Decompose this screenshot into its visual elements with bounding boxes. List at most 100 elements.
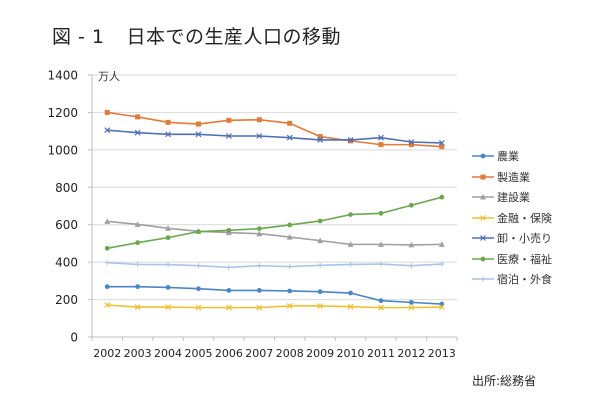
data-point	[226, 227, 232, 233]
data-point	[317, 218, 323, 224]
title-text: 日本での生産人口の移動	[126, 26, 342, 48]
legend-swatch	[472, 256, 494, 262]
y-axis-unit-label: 万人	[98, 70, 120, 83]
x-tick-label: 2005	[184, 347, 212, 360]
data-point	[317, 289, 323, 295]
data-point	[480, 235, 486, 242]
x-tick-label: 2002	[93, 347, 121, 360]
legend-label: 医療・福祉	[497, 252, 552, 266]
data-point	[480, 174, 486, 180]
data-point	[438, 241, 445, 247]
data-point	[226, 264, 232, 270]
data-point	[256, 304, 263, 311]
series-line	[107, 285, 442, 305]
x-tick-label: 2006	[215, 347, 243, 360]
series-line	[107, 261, 442, 269]
data-point	[348, 212, 353, 218]
series-4	[104, 302, 445, 311]
legend-label: 宿泊・外食	[497, 273, 552, 287]
data-point	[134, 129, 141, 136]
data-point	[165, 285, 171, 290]
y-tick-label: 0	[70, 331, 78, 345]
data-point	[480, 153, 486, 159]
data-point	[104, 218, 111, 224]
legend-swatch	[472, 235, 494, 242]
x-tick-labels: 2002 2003 2004 2005 2006 2007 2008 2009 2010 2011…	[93, 347, 456, 360]
data-point	[408, 299, 414, 305]
x-tick-label: 2007	[245, 347, 273, 360]
data-point	[317, 134, 323, 140]
data-point	[135, 114, 141, 120]
data-point	[165, 304, 171, 310]
data-point	[408, 202, 414, 208]
data-point	[317, 303, 324, 309]
series-3	[104, 218, 445, 248]
legend: 農業 製造業 建設業 金融・保険 卸・小売り 医療・福祉 宿泊・外食	[472, 146, 552, 290]
data-point	[287, 288, 293, 294]
legend-item: 医療・福祉	[472, 249, 552, 270]
legend-swatch	[472, 214, 494, 221]
data-point	[378, 304, 384, 311]
data-point	[287, 222, 293, 228]
series-line	[107, 111, 442, 148]
data-point	[196, 286, 201, 292]
data-point	[134, 304, 141, 310]
x-tick-label: 2013	[428, 347, 456, 360]
data-point	[165, 119, 171, 125]
y-tick-label: 800	[55, 181, 78, 195]
data-point	[134, 221, 141, 227]
data-point	[165, 235, 171, 241]
x-tick-label: 2009	[306, 347, 334, 360]
data-point	[347, 303, 354, 310]
legend-swatch	[472, 194, 494, 200]
data-point	[226, 288, 232, 293]
data-point	[195, 304, 202, 311]
axes	[88, 74, 458, 341]
data-point	[165, 225, 172, 231]
legend-swatch	[472, 276, 494, 282]
legend-swatch	[472, 174, 494, 180]
data-point	[378, 210, 384, 216]
data-point	[408, 304, 415, 311]
figure-label: 図 - 1	[52, 26, 105, 48]
legend-label: 金融・保険	[497, 211, 552, 225]
data-point	[377, 241, 384, 247]
x-tick-label: 2004	[154, 347, 182, 360]
data-point	[165, 131, 171, 138]
chart-title: 図 - 1 日本での生産人口の移動	[52, 22, 341, 49]
data-point	[225, 304, 232, 311]
legend-item: 製造業	[472, 167, 552, 188]
data-point	[378, 142, 384, 148]
data-point	[408, 263, 414, 269]
data-point	[439, 144, 445, 150]
data-point	[317, 262, 323, 268]
x-tick-label: 2012	[397, 347, 425, 360]
data-point	[287, 264, 293, 270]
data-point	[104, 302, 111, 308]
x-tick-label: 2010	[337, 347, 365, 360]
data-point	[438, 304, 445, 310]
data-point	[195, 131, 202, 138]
data-point	[480, 256, 486, 262]
legend-item: 金融・保険	[472, 208, 552, 229]
x-tick-label: 2011	[367, 347, 395, 360]
data-point	[256, 230, 263, 237]
data-point	[135, 284, 141, 290]
data-point	[480, 276, 486, 282]
legend-item: 宿泊・外食	[472, 269, 552, 290]
y-tick-label: 1000	[47, 143, 78, 157]
data-point	[287, 120, 293, 126]
data-point	[256, 226, 262, 232]
data-point	[480, 214, 486, 221]
data-point	[226, 117, 232, 123]
data-point	[348, 138, 354, 144]
data-point	[348, 290, 353, 296]
data-point	[195, 263, 201, 269]
x-tick-label: 2008	[276, 347, 304, 360]
data-point	[348, 261, 354, 267]
series-7	[104, 260, 445, 270]
data-point	[256, 133, 263, 139]
y-tick-label: 200	[55, 293, 78, 307]
data-point	[256, 117, 262, 123]
